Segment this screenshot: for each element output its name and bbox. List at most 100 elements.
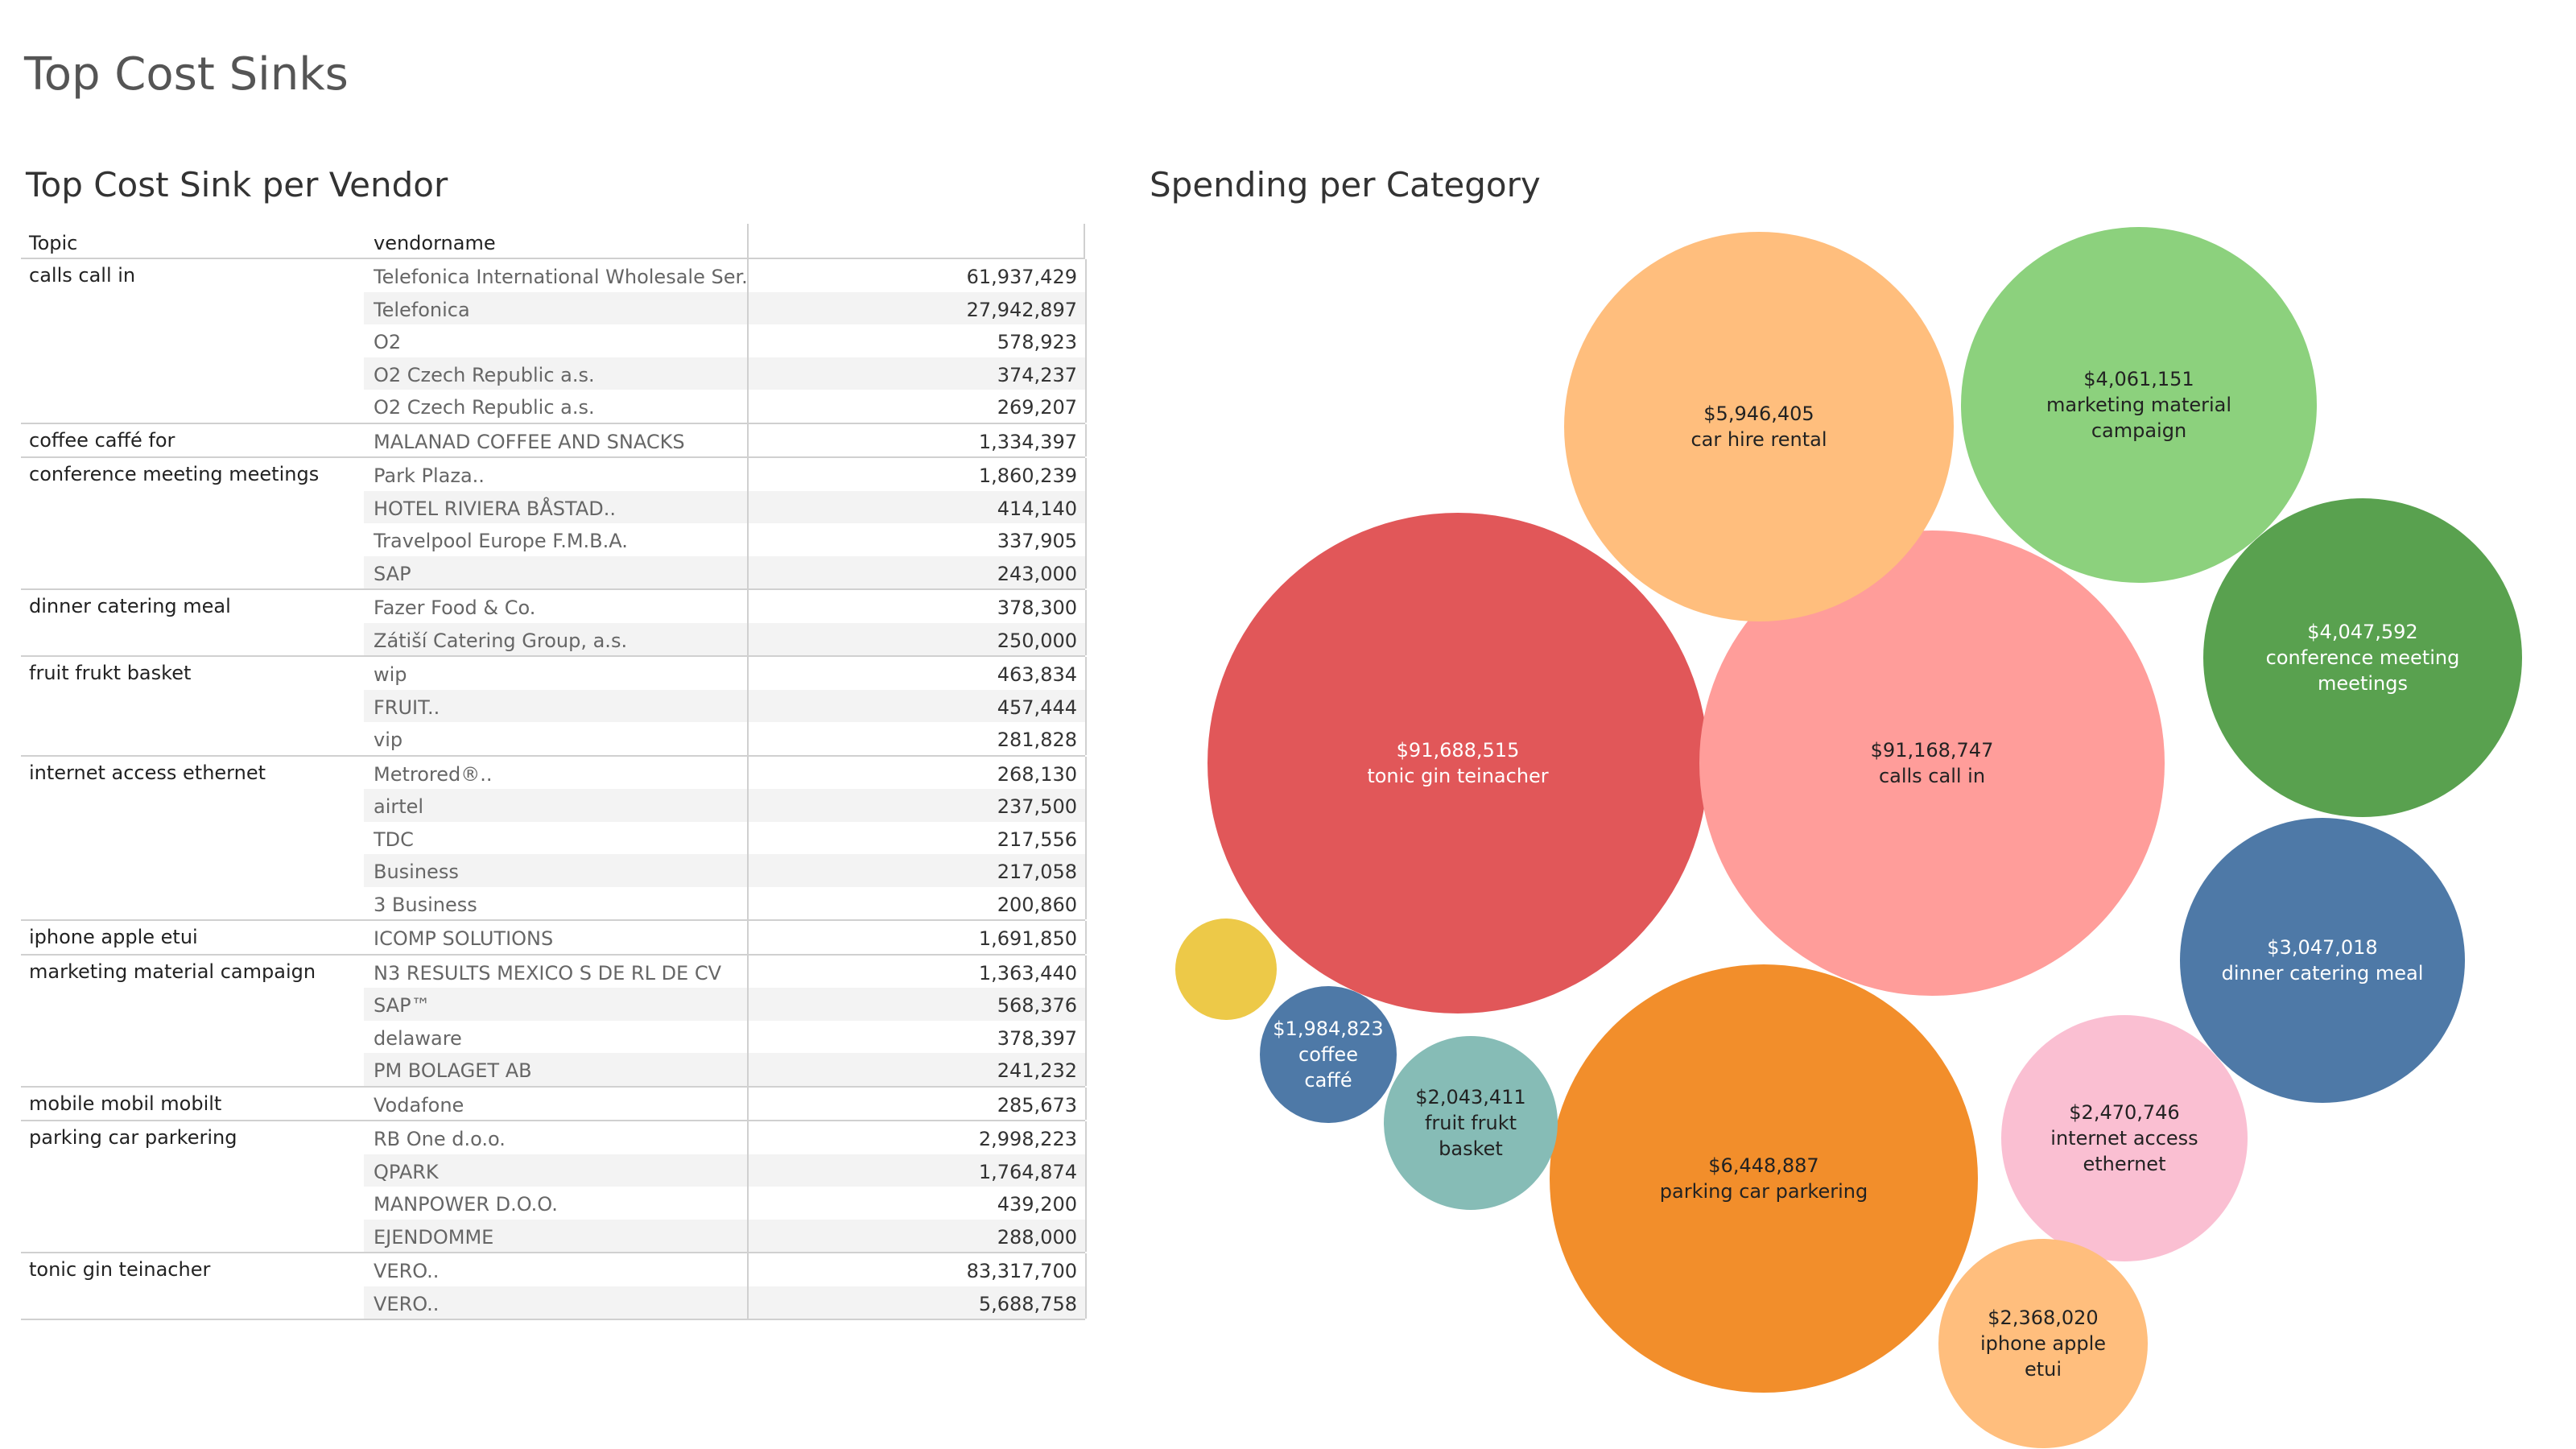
category-bubble[interactable]: $5,946,405 car hire rental [1564, 232, 1954, 621]
table-row[interactable]: MANPOWER D.O.O. 439,200 [364, 1187, 1087, 1220]
bubble-mark[interactable] [2203, 498, 2522, 817]
table-row[interactable]: Zátiší Catering Group, a.s. 250,000 [364, 622, 1087, 655]
table-row[interactable]: wip 463,834 [364, 657, 1087, 690]
table-row[interactable]: QPARK 1,764,874 [364, 1154, 1087, 1187]
table-row[interactable]: delaware 378,397 [364, 1020, 1087, 1053]
table-row[interactable]: airtel 237,500 [364, 789, 1087, 822]
category-bubble[interactable]: $1,984,823 coffee caffé [1260, 986, 1397, 1123]
column-divider [747, 1121, 749, 1154]
category-bubble[interactable]: $2,368,020 iphone apple etui [1938, 1239, 2148, 1448]
table-row[interactable]: HOTEL RIVIERA BÅSTAD.. 414,140 [364, 490, 1087, 523]
table-row[interactable]: O2 Czech Republic a.s. 374,237 [364, 357, 1087, 390]
category-bubble[interactable]: $6,448,887 parking car parkering [1550, 964, 1978, 1393]
amount-cell: 217,058 [997, 861, 1077, 883]
category-bubble[interactable]: $91,168,747 calls call in [1699, 530, 2165, 996]
table-row[interactable]: O2 578,923 [364, 324, 1087, 357]
topic-cell[interactable]: iphone apple etui [29, 926, 198, 948]
vendor-cell: Travelpool Europe F.M.B.A. [374, 530, 628, 552]
table-row[interactable]: FRUIT.. 457,444 [364, 689, 1087, 722]
bubble-mark[interactable] [1961, 227, 2317, 583]
topic-cell[interactable]: mobile mobil mobilt [29, 1092, 222, 1115]
bubble-value-label: $1,984,823 [1273, 1018, 1383, 1040]
column-divider [747, 1020, 749, 1053]
table-row[interactable]: ICOMP SOLUTIONS 1,691,850 [364, 921, 1087, 954]
table-row[interactable]: SAP 243,000 [364, 555, 1087, 588]
column-divider [747, 357, 749, 390]
vendor-cell: Metrored®.. [374, 762, 493, 786]
amount-cell: 268,130 [997, 762, 1077, 786]
bubble-category-label: iphone apple [1980, 1332, 2106, 1355]
category-bubble[interactable]: $4,061,151 marketing material campaign [1961, 227, 2317, 583]
topic-cell[interactable]: parking car parkering [29, 1126, 237, 1149]
table-row[interactable]: Telefonica 27,942,897 [364, 291, 1087, 324]
bubble-mark[interactable] [1550, 964, 1978, 1393]
table-row[interactable]: 3 Business 200,860 [364, 886, 1087, 919]
column-divider [747, 590, 749, 623]
table-row[interactable]: VERO.. 83,317,700 [364, 1253, 1087, 1286]
amount-cell: 83,317,700 [966, 1260, 1077, 1282]
table-row[interactable]: Business 217,058 [364, 854, 1087, 887]
table-row[interactable]: N3 RESULTS MEXICO S DE RL DE CV 1,363,440 [364, 955, 1087, 988]
column-divider [1085, 1154, 1087, 1187]
column-divider [747, 756, 749, 789]
table-row[interactable]: Vodafone 285,673 [364, 1087, 1087, 1120]
column-header-topic[interactable]: Topic [29, 232, 78, 254]
bubble-category-label: tonic gin teinacher [1367, 765, 1548, 787]
column-divider [1085, 1187, 1087, 1220]
bubble-mark[interactable] [1208, 513, 1708, 1013]
topic-cell[interactable]: marketing material campaign [29, 960, 316, 983]
topic-cell[interactable]: internet access ethernet [29, 761, 266, 784]
table-row[interactable]: Fazer Food & Co. 378,300 [364, 590, 1087, 623]
column-divider [747, 1154, 749, 1187]
table-row[interactable]: RB One d.o.o. 2,998,223 [364, 1121, 1087, 1154]
topic-cell[interactable]: dinner catering meal [29, 595, 231, 617]
bubble-mark[interactable] [2001, 1015, 2248, 1261]
dashboard-title: Top Cost Sinks [24, 48, 349, 101]
table-row[interactable]: TDC 217,556 [364, 821, 1087, 854]
bubble-mark[interactable] [2180, 818, 2465, 1103]
column-divider [1085, 657, 1087, 690]
bubble-category-label: meetings [2318, 672, 2408, 695]
amount-cell: 378,397 [997, 1026, 1077, 1050]
bubble-mark[interactable] [1175, 919, 1277, 1020]
bubble-mark[interactable] [1699, 530, 2165, 996]
table-row[interactable]: O2 Czech Republic a.s. 269,207 [364, 390, 1087, 423]
column-divider [747, 490, 749, 523]
topic-group: dinner catering meal Fazer Food & Co. 378,… [21, 590, 1087, 657]
bubble-value-label: $5,946,405 [1703, 402, 1814, 425]
table-row[interactable]: Metrored®.. 268,130 [364, 756, 1087, 789]
bubble-mark[interactable] [1384, 1036, 1558, 1210]
bubble-mark[interactable] [1938, 1239, 2148, 1448]
table-row[interactable]: Telefonica International Wholesale Ser..… [364, 259, 1087, 292]
table-row[interactable]: PM BOLAGET AB 241,232 [364, 1053, 1087, 1086]
topic-cell[interactable]: tonic gin teinacher [29, 1258, 211, 1281]
bubble-category-label: parking car parkering [1660, 1180, 1868, 1203]
column-divider [1085, 988, 1087, 1021]
table-row[interactable]: Travelpool Europe F.M.B.A. 337,905 [364, 523, 1087, 556]
table-row[interactable]: vip 281,828 [364, 722, 1087, 755]
vendor-cell: EJENDOMME [374, 1225, 494, 1249]
category-bubble[interactable] [1175, 919, 1277, 1020]
bubble-mark[interactable] [1260, 986, 1397, 1123]
category-bubble[interactable]: $4,047,592 conference meeting meetings [2203, 498, 2522, 817]
category-bubble[interactable]: $91,688,515 tonic gin teinacher [1208, 513, 1708, 1013]
bubble-mark[interactable] [1564, 232, 1954, 621]
column-header-vendorname[interactable]: vendorname [374, 232, 496, 254]
category-bubble[interactable]: $2,043,411 fruit frukt basket [1384, 1036, 1558, 1210]
topic-group: parking car parkering RB One d.o.o. 2,998,… [21, 1121, 1087, 1253]
vendor-cell: Park Plaza.. [374, 464, 485, 487]
column-divider [1085, 921, 1087, 954]
table-row[interactable]: EJENDOMME 288,000 [364, 1219, 1087, 1252]
topic-cell[interactable]: conference meeting meetings [29, 463, 320, 485]
category-bubble[interactable]: $3,047,018 dinner catering meal [2180, 818, 2465, 1103]
table-row[interactable]: VERO.. 5,688,758 [364, 1286, 1087, 1319]
topic-cell[interactable]: fruit frukt basket [29, 662, 192, 684]
category-bubble[interactable]: $2,470,746 internet access ethernet [2001, 1015, 2248, 1261]
table-row[interactable]: SAP™ 568,376 [364, 988, 1087, 1021]
bubble-category-label: marketing material [2046, 394, 2231, 416]
topic-cell[interactable]: coffee caffé for [29, 428, 175, 452]
table-row[interactable]: Park Plaza.. 1,860,239 [364, 458, 1087, 491]
table-row[interactable]: MALANAD COFFEE AND SNACKS 1,334,397 [364, 423, 1087, 456]
column-divider [747, 789, 749, 822]
topic-cell[interactable]: calls call in [29, 264, 136, 287]
